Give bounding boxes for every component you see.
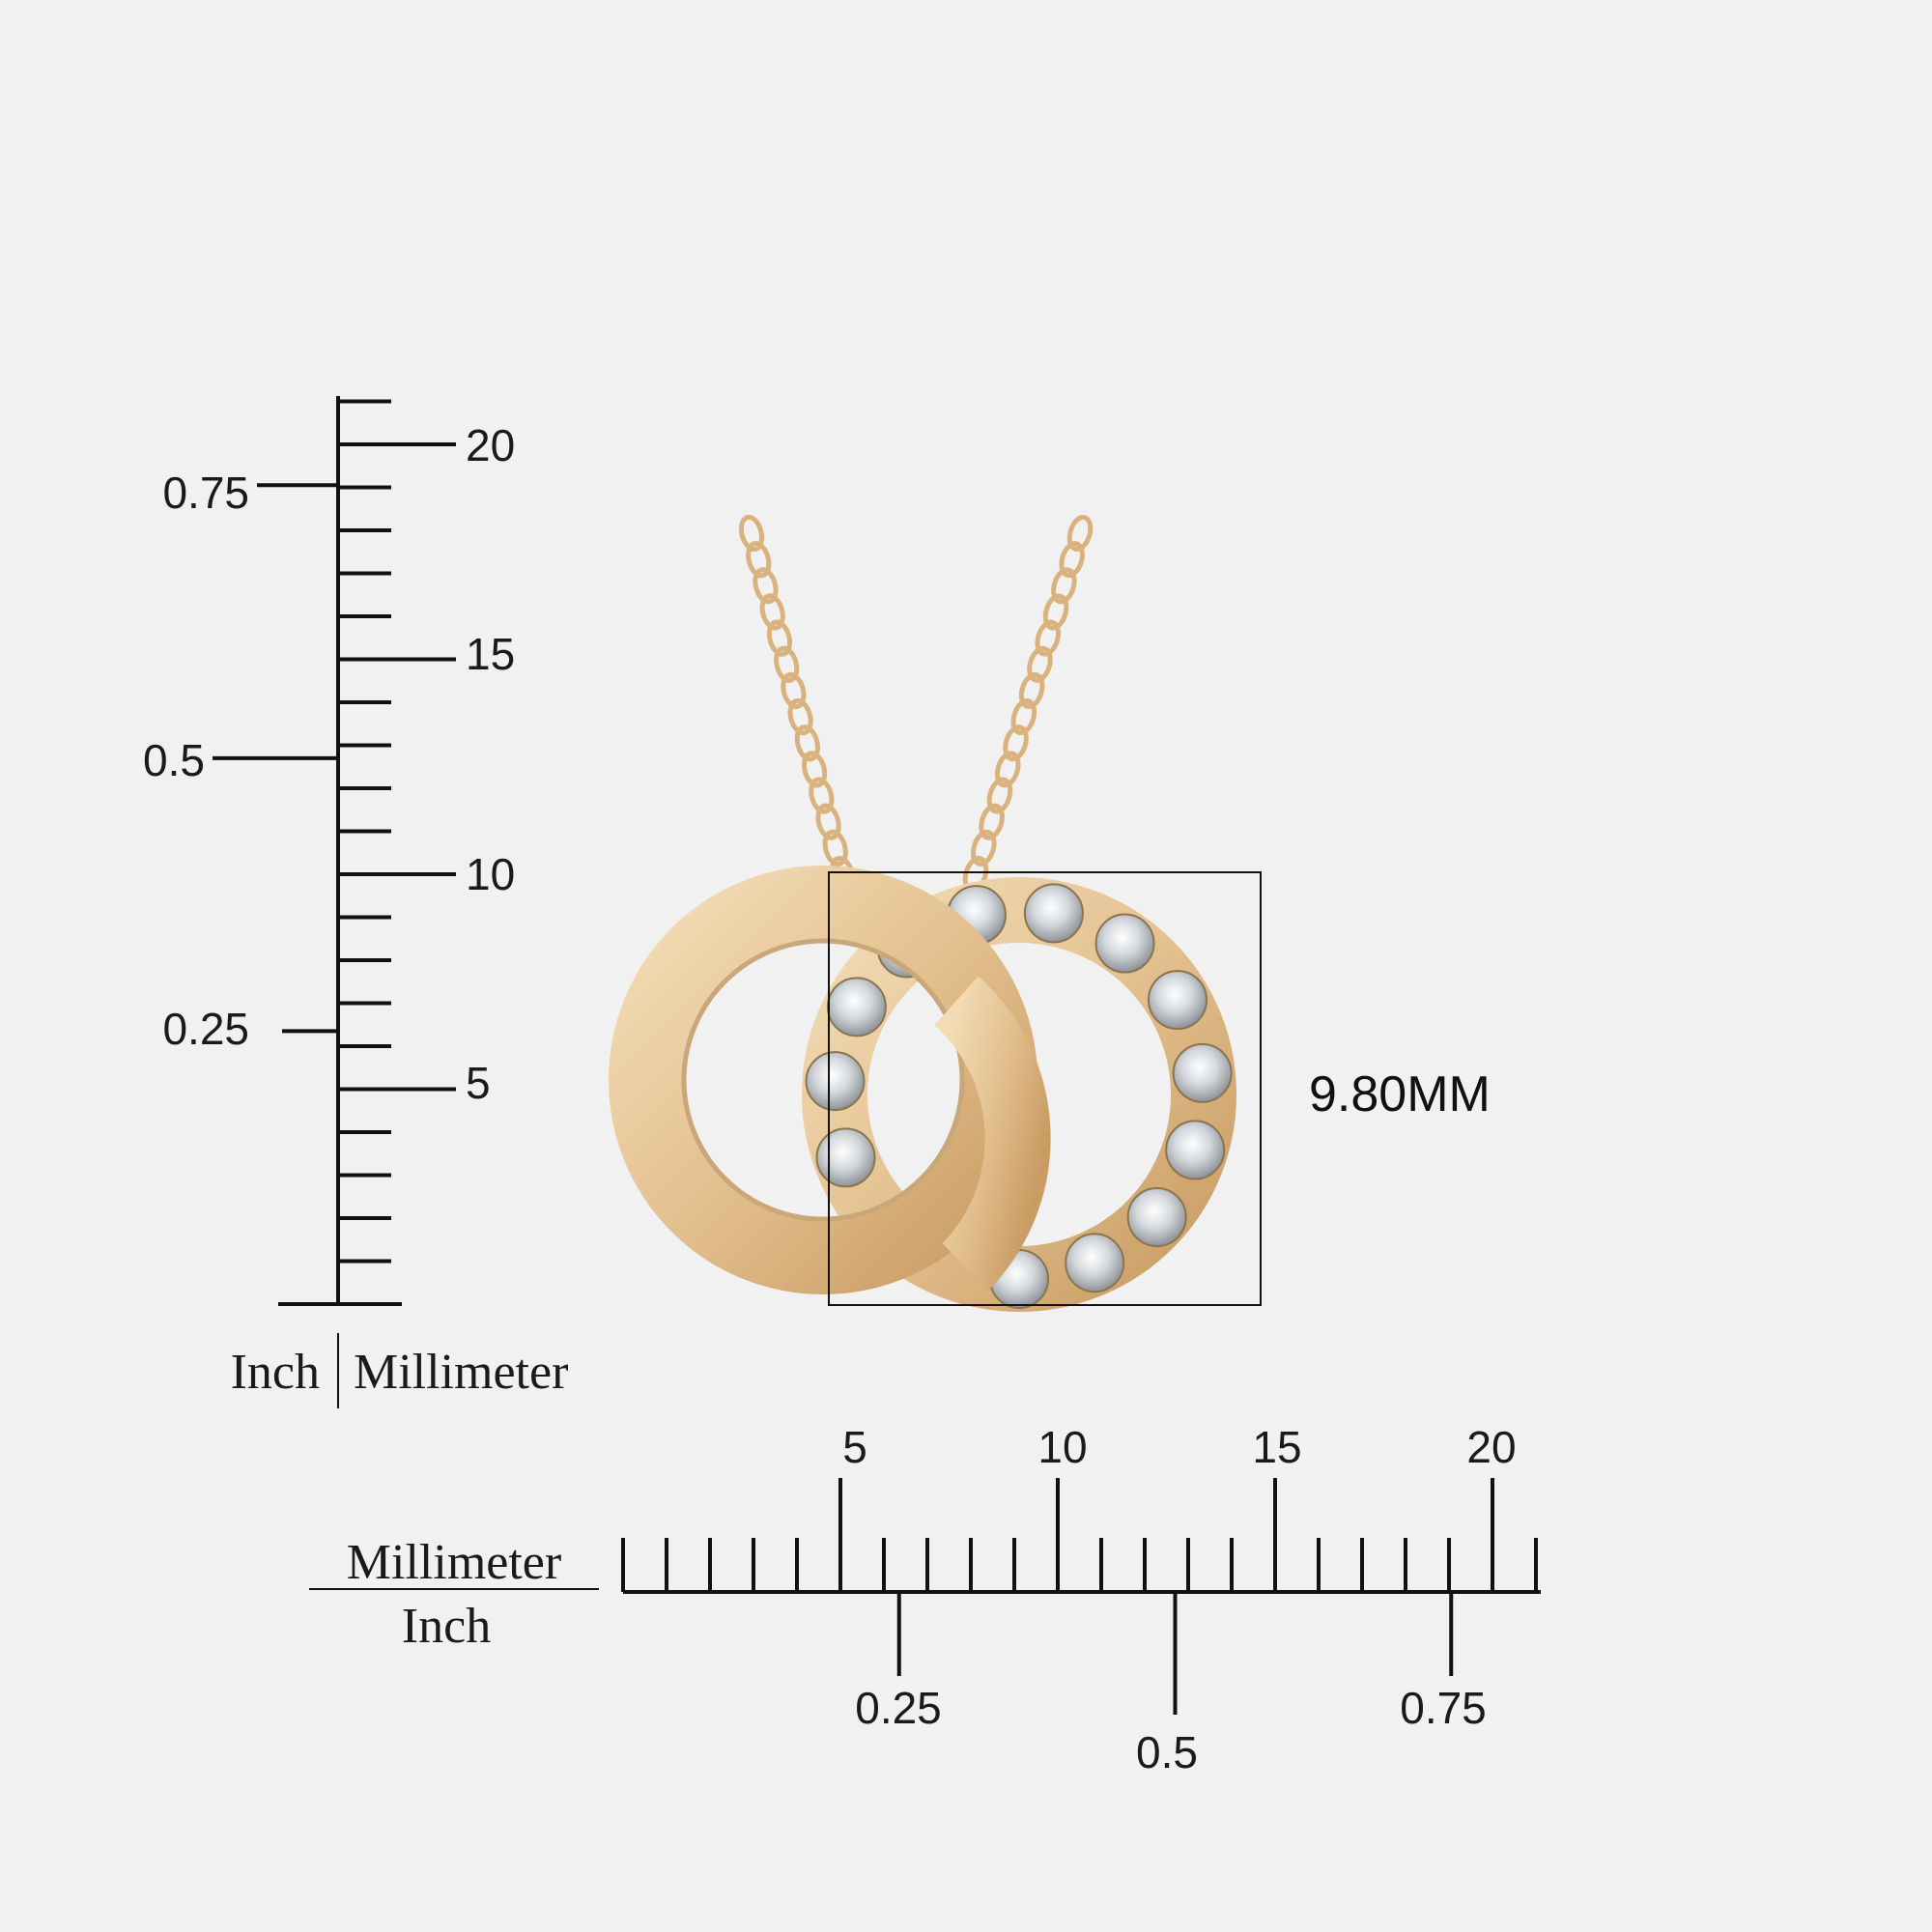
chain-link bbox=[1051, 567, 1077, 605]
v-unit-millimeter: Millimeter bbox=[354, 1345, 568, 1400]
h-mm-label-15: 15 bbox=[1252, 1422, 1301, 1472]
chain-link bbox=[774, 645, 800, 683]
chain-link bbox=[801, 751, 828, 788]
chain-link bbox=[815, 803, 841, 840]
chain-link bbox=[794, 724, 820, 762]
v-mm-label-15: 15 bbox=[466, 629, 515, 679]
vertical-ruler: 20 15 10 5 0.75 0.5 0.25 Inch Millimeter bbox=[143, 396, 568, 1408]
v-mm-label-5: 5 bbox=[466, 1058, 491, 1108]
h-inch-label-0.75: 0.75 bbox=[1400, 1683, 1487, 1733]
chain-link bbox=[753, 567, 779, 605]
chain-right bbox=[962, 514, 1094, 894]
diamond-stone bbox=[826, 977, 887, 1037]
chain-link bbox=[971, 829, 997, 867]
h-inch-label-0.25: 0.25 bbox=[855, 1683, 942, 1733]
h-mm-label-5: 5 bbox=[842, 1422, 867, 1472]
gold-ring-inner-edge bbox=[681, 938, 965, 1222]
chain-link bbox=[1059, 541, 1085, 579]
chain-link bbox=[766, 619, 793, 657]
vertical-inch-ticks bbox=[213, 483, 338, 1034]
chain-link bbox=[979, 803, 1005, 840]
vertical-mm-ticks bbox=[338, 399, 456, 1264]
chain-link bbox=[738, 514, 765, 553]
diamond-stone bbox=[1023, 883, 1084, 944]
v-inch-label-0.75: 0.75 bbox=[162, 468, 249, 518]
chain-link bbox=[822, 829, 848, 867]
horizontal-inch-ticks bbox=[896, 1592, 1454, 1715]
diamond-stone bbox=[805, 1051, 866, 1112]
chain-link bbox=[1027, 645, 1053, 683]
chain-link bbox=[1010, 698, 1037, 736]
interlock-overlap bbox=[933, 976, 1051, 1290]
chain-link bbox=[1018, 671, 1045, 709]
horizontal-mm-ticks bbox=[621, 1478, 1538, 1592]
diamond-stone bbox=[1065, 1233, 1125, 1293]
v-inch-label-0.5: 0.5 bbox=[143, 735, 205, 785]
chain-link bbox=[1066, 514, 1094, 553]
chain-left bbox=[738, 514, 856, 894]
h-mm-label-20: 20 bbox=[1466, 1422, 1516, 1472]
dimension-label: 9.80MM bbox=[1309, 1066, 1491, 1122]
diamond-stone bbox=[1165, 1120, 1226, 1180]
dimension-box bbox=[828, 871, 1262, 1306]
diamond-stone bbox=[1148, 970, 1208, 1031]
h-unit-inch: Inch bbox=[402, 1599, 491, 1654]
chain-link bbox=[1035, 619, 1062, 657]
v-inch-label-0.25: 0.25 bbox=[162, 1004, 249, 1054]
v-unit-inch: Inch bbox=[231, 1345, 320, 1400]
chain-link bbox=[746, 541, 772, 579]
chain-link bbox=[994, 751, 1021, 788]
h-mm-label-10: 10 bbox=[1037, 1422, 1087, 1472]
chain-link bbox=[1042, 593, 1069, 631]
chain-link bbox=[986, 777, 1013, 814]
diamond-stone bbox=[1094, 913, 1155, 974]
diamond-stone bbox=[1126, 1186, 1187, 1247]
horizontal-ruler: 5 10 15 20 0.25 0.5 0.75 Millimeter Inch bbox=[309, 1422, 1541, 1777]
diamond-stone bbox=[815, 1127, 876, 1188]
h-unit-millimeter: Millimeter bbox=[347, 1535, 561, 1590]
chain-link bbox=[1003, 724, 1029, 762]
chain-link bbox=[809, 777, 835, 814]
pendant-image bbox=[609, 514, 1236, 1312]
v-mm-label-10: 10 bbox=[466, 849, 515, 899]
chain-link bbox=[759, 593, 785, 631]
v-mm-label-20: 20 bbox=[466, 420, 515, 470]
chain-link bbox=[787, 697, 813, 736]
dimension-callout: 9.80MM bbox=[828, 871, 1491, 1306]
chain-link bbox=[781, 671, 807, 710]
h-inch-label-0.5: 0.5 bbox=[1136, 1727, 1198, 1777]
diamond-stone bbox=[1172, 1042, 1233, 1103]
